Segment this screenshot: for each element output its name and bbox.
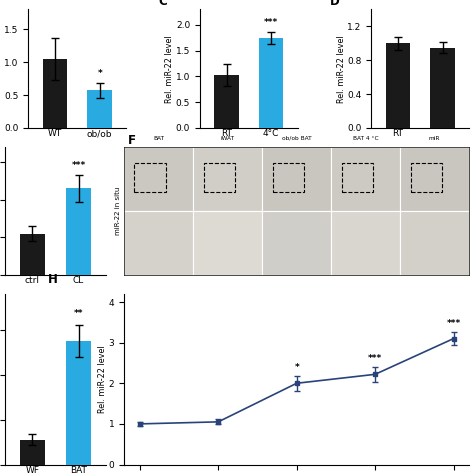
Y-axis label: Rel. miR-22 level: Rel. miR-22 level (0, 35, 3, 102)
Bar (124, 211, 193, 275)
Bar (20, 234, 45, 275)
Text: BAT 4 °C: BAT 4 °C (353, 136, 379, 141)
Text: *: * (97, 69, 102, 78)
Text: ***: *** (72, 161, 86, 170)
Y-axis label: Rel. miR-22 level: Rel. miR-22 level (337, 35, 346, 102)
Text: miR: miR (429, 136, 440, 141)
Y-axis label: Rel. miR-22 level: Rel. miR-22 level (165, 35, 174, 102)
Bar (262, 211, 331, 275)
Bar (43, 59, 67, 128)
Bar (400, 147, 469, 211)
Bar (66, 341, 91, 465)
Text: H: H (48, 273, 58, 286)
Bar (386, 43, 410, 128)
Text: iWAT: iWAT (221, 136, 235, 141)
Bar (124, 147, 193, 211)
Text: F: F (128, 134, 136, 147)
Text: ***: *** (447, 319, 461, 328)
Bar (262, 147, 331, 211)
Text: D: D (330, 0, 340, 8)
Bar (193, 147, 262, 211)
Text: ***: *** (264, 18, 278, 27)
Bar (20, 440, 45, 465)
Text: *: * (294, 363, 299, 372)
Text: **: ** (74, 310, 83, 319)
Text: ob/ob BAT: ob/ob BAT (282, 136, 311, 141)
Bar (430, 47, 455, 128)
Text: C: C (159, 0, 167, 8)
Bar (259, 38, 283, 128)
Bar (331, 211, 400, 275)
Bar (400, 211, 469, 275)
Y-axis label: miR-22 in situ: miR-22 in situ (115, 187, 121, 235)
Text: BAT: BAT (153, 136, 164, 141)
Bar (66, 188, 91, 275)
Bar (193, 211, 262, 275)
Text: ***: *** (368, 354, 382, 363)
Bar (331, 147, 400, 211)
Bar (214, 75, 239, 128)
Y-axis label: Rel. miR-22 level: Rel. miR-22 level (98, 346, 107, 413)
Bar (87, 91, 112, 128)
